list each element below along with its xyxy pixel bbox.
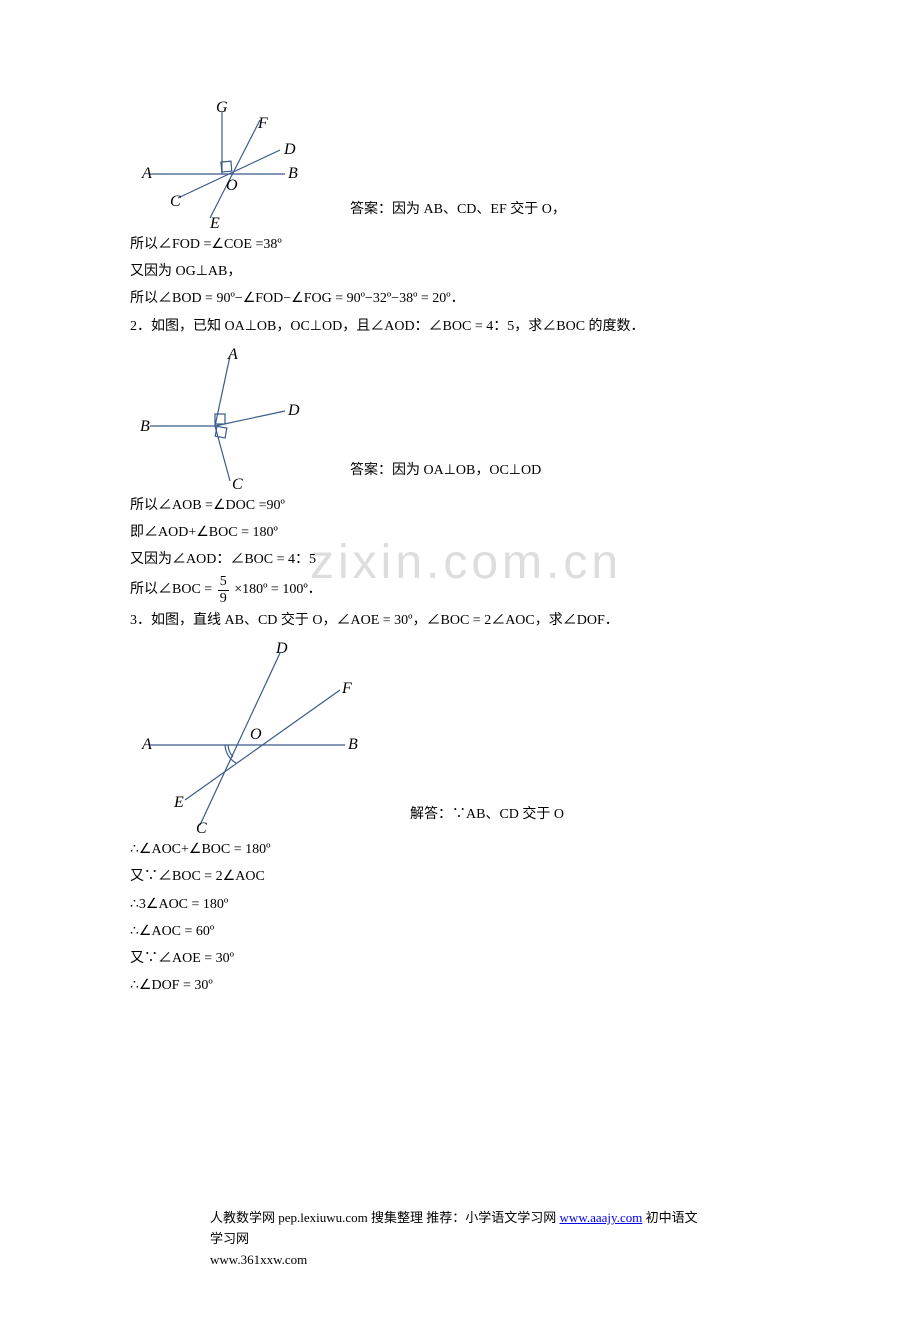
- line: 又因为 OG⊥AB，: [130, 259, 790, 284]
- footer-text: 人教数学网 pep.lexiuwu.com 搜集整理 推荐：小学语文学习网: [210, 1210, 560, 1225]
- answer-3-caption: 解答：∵AB、CD 交于 O: [410, 802, 564, 835]
- svg-text:A: A: [141, 165, 152, 182]
- figure-3-row: D F A O B E C 解答：∵AB、CD 交于 O: [130, 635, 790, 835]
- line: 又因为∠AOD：∠BOC = 4：5: [130, 547, 790, 572]
- line: 所以∠AOB =∠DOC =90º: [130, 493, 790, 518]
- figure-2-row: A D B C 答案：因为 OA⊥OB，OC⊥OD: [130, 341, 790, 491]
- footer-text: www.361xxw.com: [210, 1252, 307, 1267]
- question-3: 3．如图，直线 AB、CD 交于 O，∠AOE = 30º，∠BOC = 2∠A…: [130, 608, 790, 633]
- svg-text:D: D: [287, 402, 300, 419]
- line: ∴∠DOF = 30º: [130, 973, 790, 998]
- fraction: 59: [218, 574, 229, 606]
- svg-text:G: G: [216, 100, 228, 116]
- svg-text:E: E: [209, 215, 220, 230]
- footer-link-1[interactable]: www.aaajy.com: [560, 1210, 643, 1225]
- svg-text:C: C: [170, 193, 181, 210]
- svg-text:O: O: [226, 177, 238, 194]
- line: 所以∠FOD =∠COE =38º: [130, 232, 790, 257]
- svg-text:C: C: [232, 476, 243, 491]
- line: ∴∠AOC+∠BOC = 180º: [130, 837, 790, 862]
- svg-text:O: O: [250, 726, 262, 743]
- line: 又∵∠BOC = 2∠AOC: [130, 864, 790, 889]
- svg-text:B: B: [140, 418, 150, 435]
- svg-text:A: A: [141, 736, 152, 753]
- figure-1-row: G F D B A C O E 答案：因为 AB、CD、EF 交于 O，: [130, 100, 790, 230]
- numerator: 5: [218, 574, 229, 590]
- line-fraction: 所以∠BOC = 59 ×180º = 100º．: [130, 574, 790, 606]
- figure-1: G F D B A C O E: [130, 100, 310, 230]
- svg-text:C: C: [196, 820, 207, 835]
- svg-text:F: F: [257, 115, 268, 132]
- text: ×180º = 100º．: [231, 582, 322, 597]
- svg-text:A: A: [227, 346, 238, 363]
- svg-text:D: D: [275, 640, 288, 657]
- svg-text:F: F: [341, 680, 352, 697]
- svg-text:D: D: [283, 141, 296, 158]
- svg-text:E: E: [173, 794, 184, 811]
- svg-text:B: B: [288, 165, 298, 182]
- line: ∴∠AOC = 60º: [130, 919, 790, 944]
- line: 所以∠BOD = 90º−∠FOD−∠FOG = 90º−32º−38º = 2…: [130, 286, 790, 311]
- text: 所以∠BOC =: [130, 582, 216, 597]
- answer-1-caption: 答案：因为 AB、CD、EF 交于 O，: [350, 197, 566, 230]
- denominator: 9: [218, 591, 229, 606]
- figure-2: A D B C: [130, 341, 310, 491]
- svg-text:B: B: [348, 736, 358, 753]
- line: ∴3∠AOC = 180º: [130, 892, 790, 917]
- question-2: 2．如图，已知 OA⊥OB，OC⊥OD，且∠AOD：∠BOC = 4：5，求∠B…: [130, 314, 790, 339]
- figure-3: D F A O B E C: [130, 635, 370, 835]
- page-footer: 人教数学网 pep.lexiuwu.com 搜集整理 推荐：小学语文学习网 ww…: [130, 1198, 790, 1280]
- line: 又∵∠AOE = 30º: [130, 946, 790, 971]
- line: 即∠AOD+∠BOC = 180º: [130, 520, 790, 545]
- answer-2-caption: 答案：因为 OA⊥OB，OC⊥OD: [350, 458, 541, 491]
